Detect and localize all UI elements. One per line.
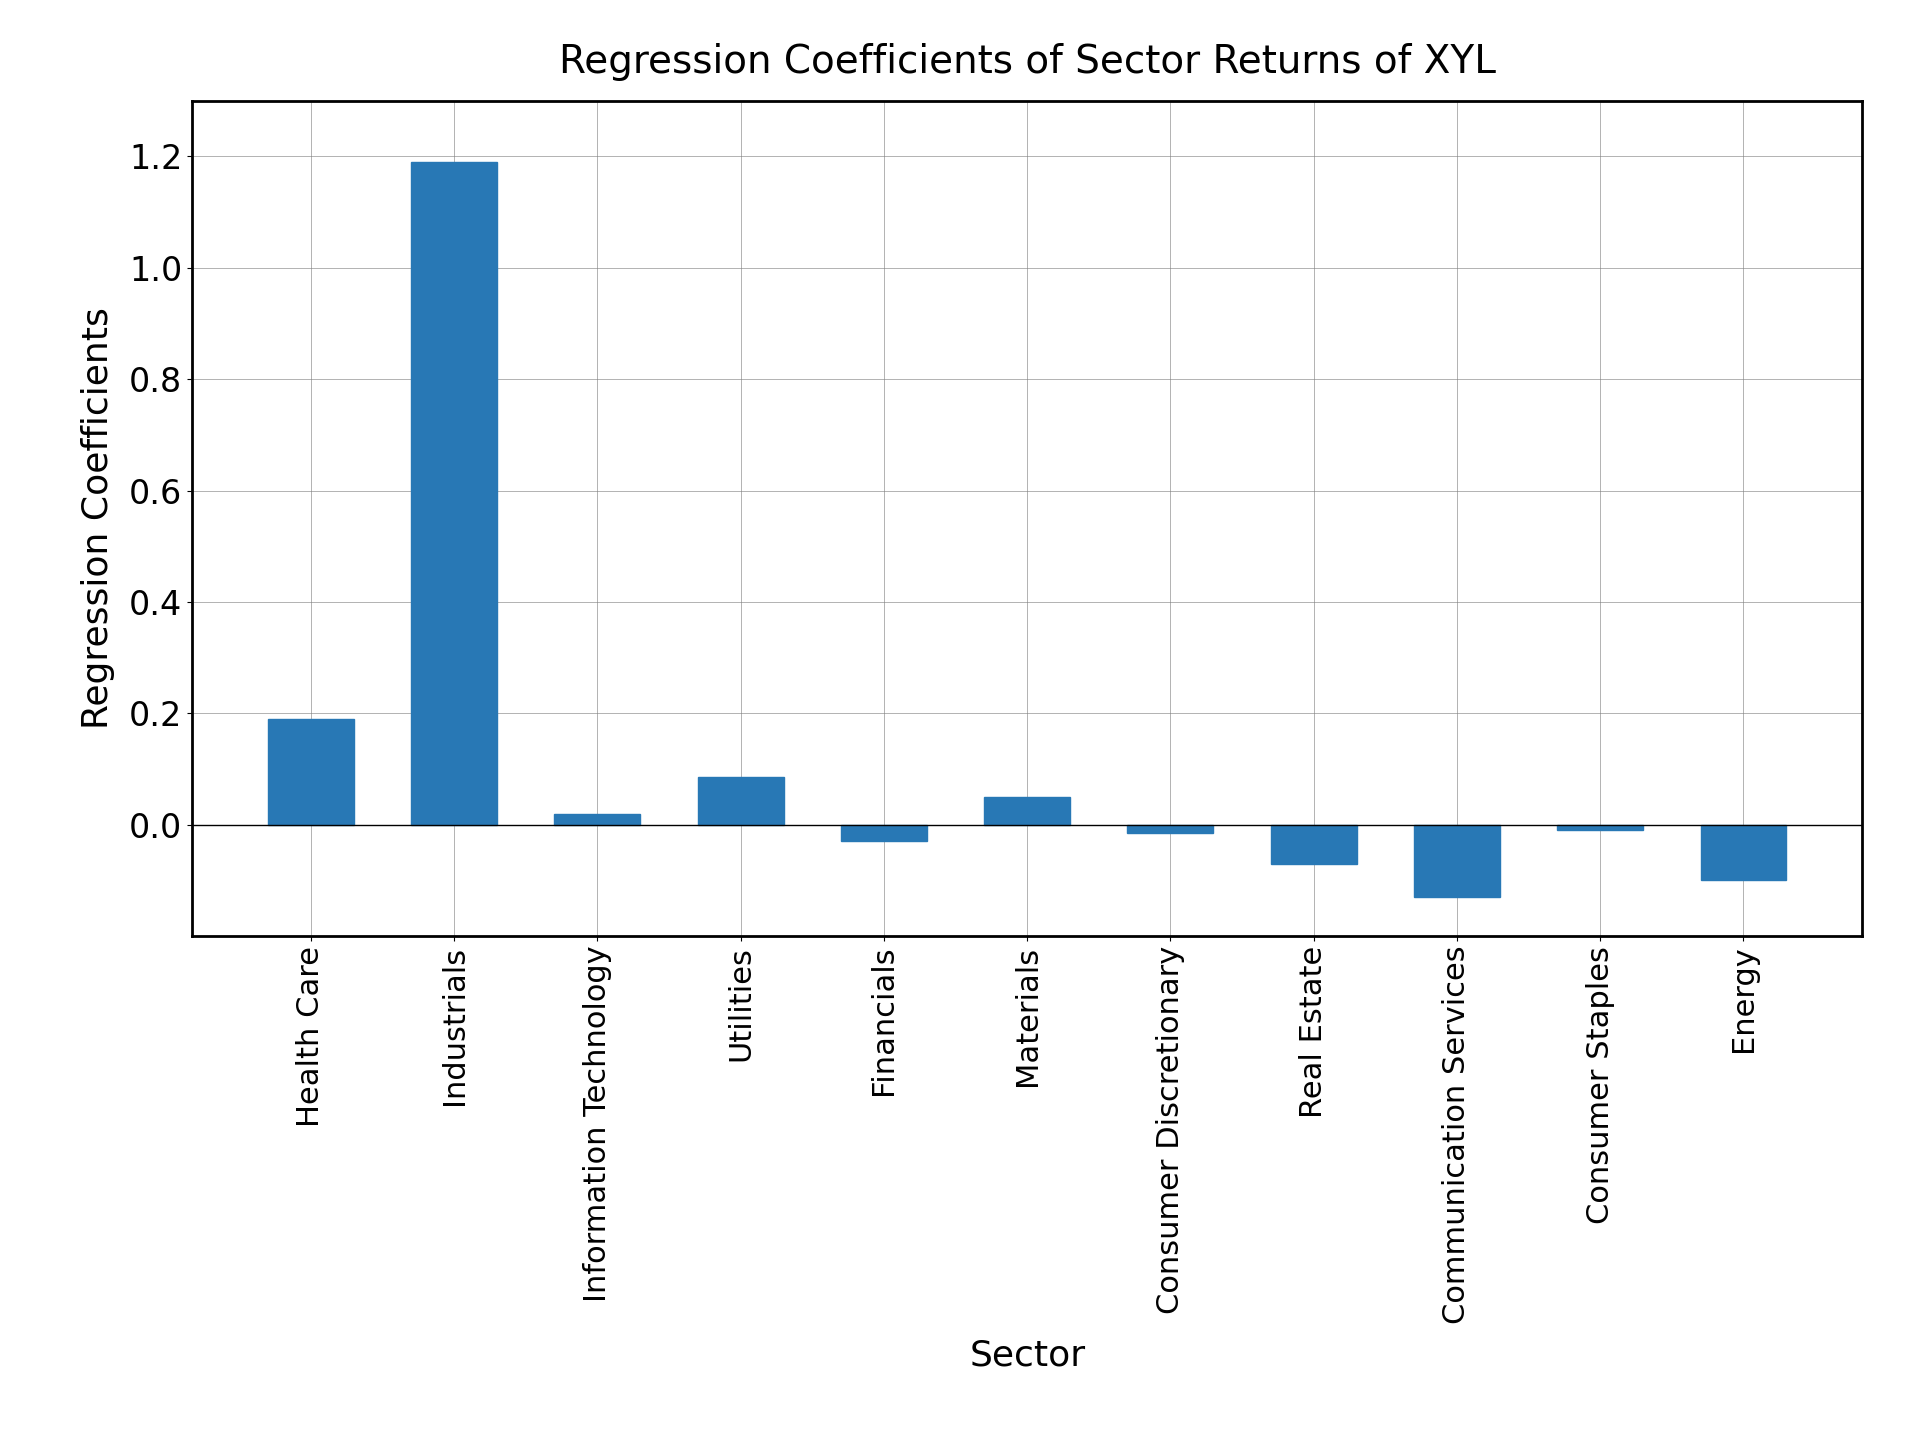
Bar — [1271, 825, 1357, 864]
Bar — [1413, 825, 1500, 897]
Bar — [697, 778, 783, 825]
Y-axis label: Regression Coefficients: Regression Coefficients — [81, 308, 115, 729]
X-axis label: Sector: Sector — [970, 1338, 1085, 1372]
Bar — [269, 719, 353, 825]
Bar — [555, 814, 641, 825]
Bar — [985, 796, 1069, 825]
Bar — [1127, 825, 1213, 832]
Bar — [841, 825, 927, 841]
Bar — [1557, 825, 1644, 831]
Title: Regression Coefficients of Sector Returns of XYL: Regression Coefficients of Sector Return… — [559, 43, 1496, 81]
Bar — [1701, 825, 1786, 880]
Bar — [411, 163, 497, 825]
